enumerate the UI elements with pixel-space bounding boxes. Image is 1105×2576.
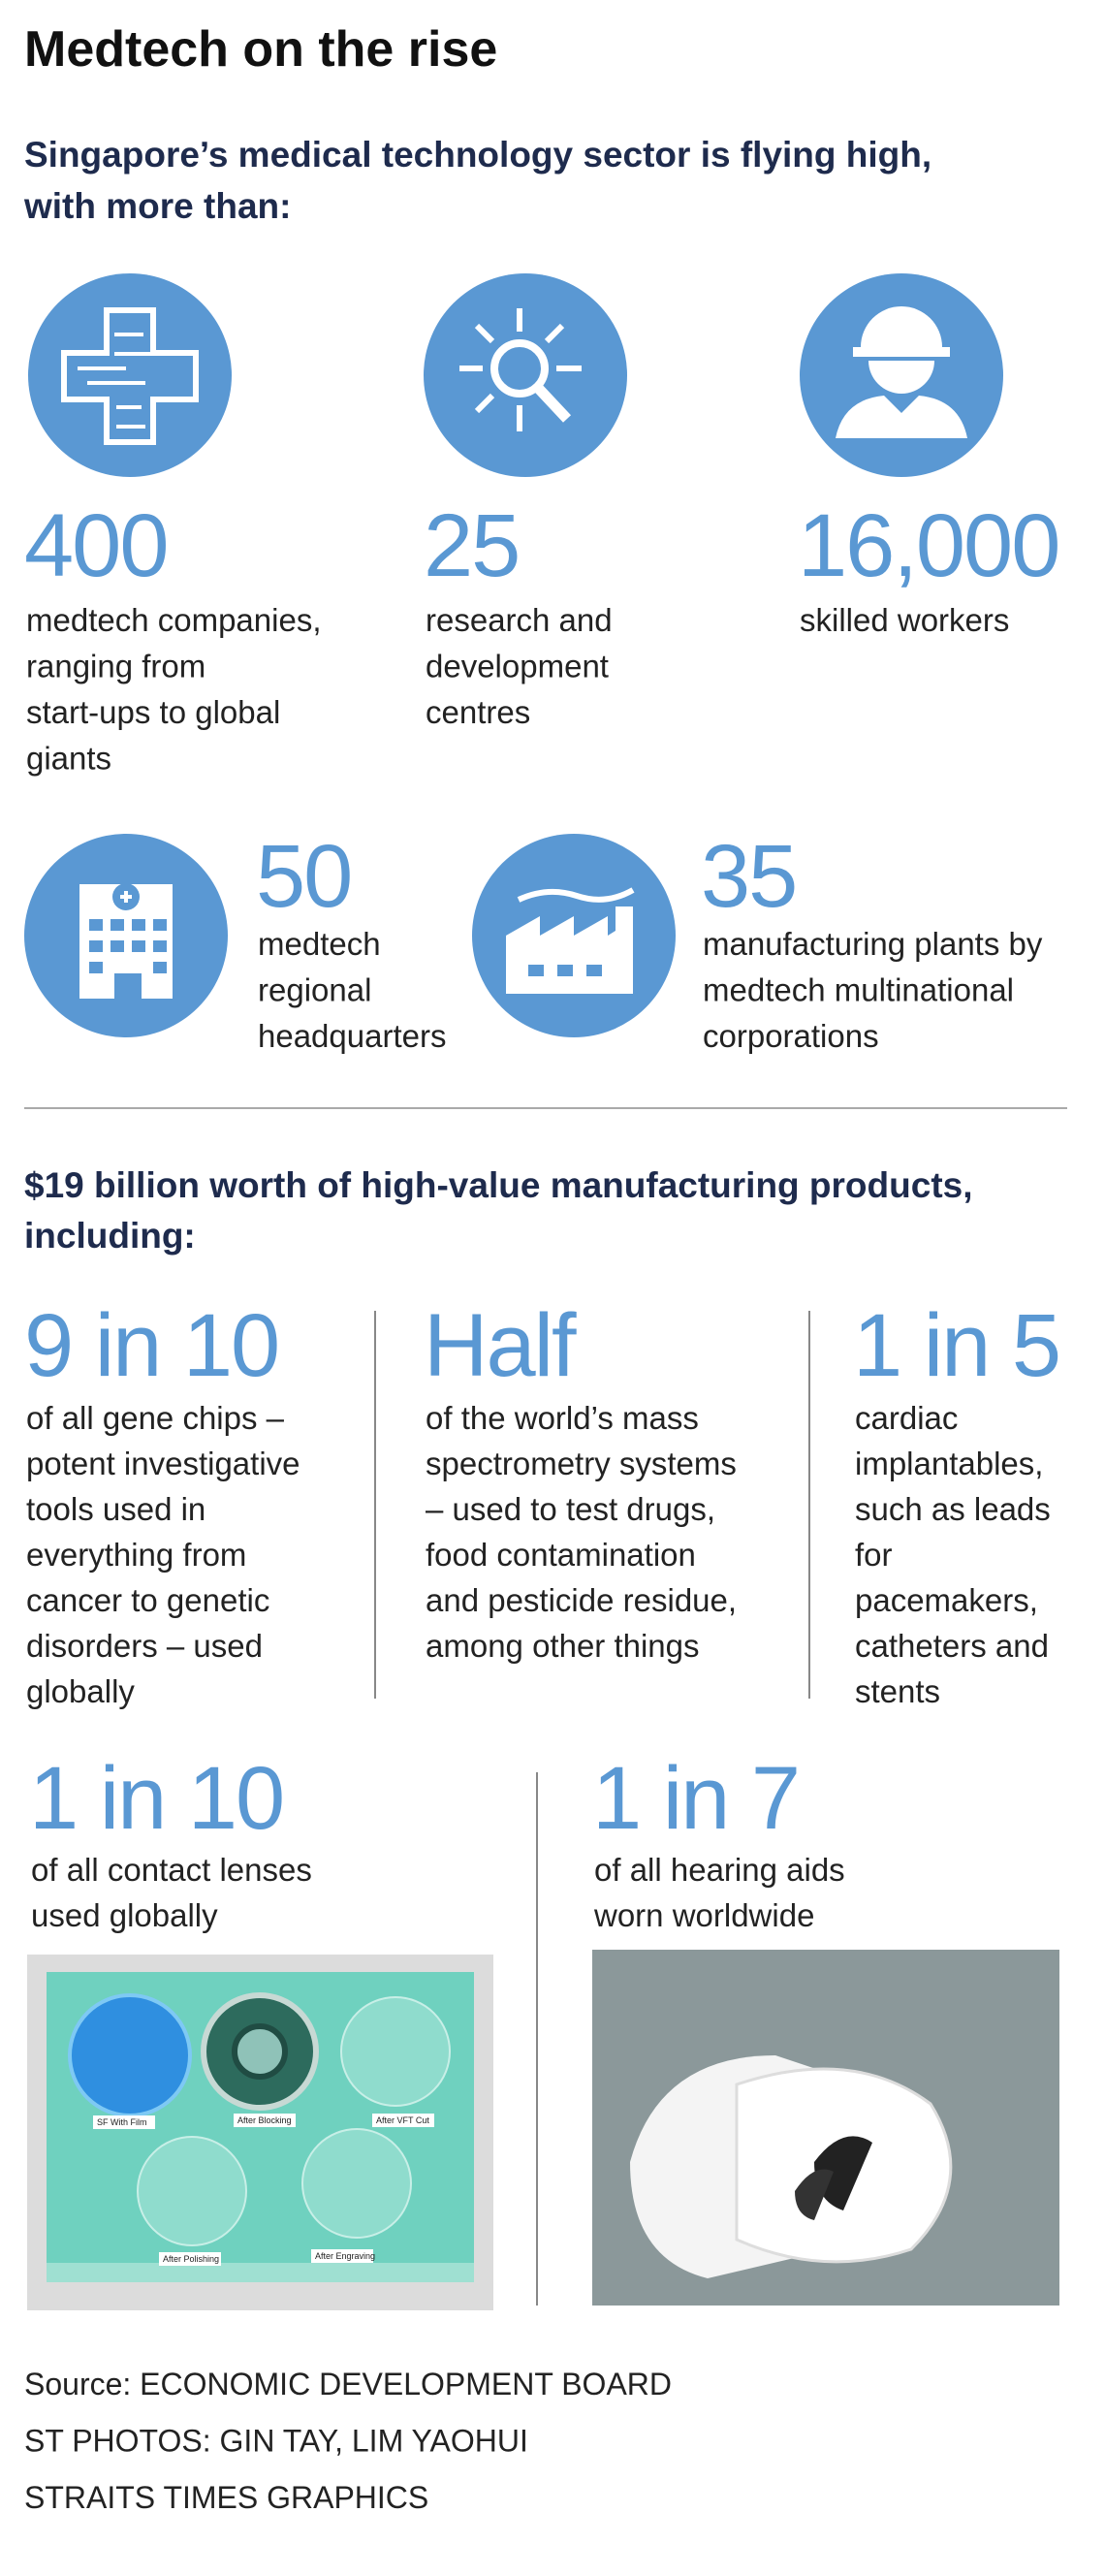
stat-description: centres [426,694,530,730]
product-figure: 1 in 10 [29,1749,283,1848]
product-description: catheters and [855,1628,1049,1664]
stat-description: medtech multinational [703,972,1014,1008]
product-description: implantables, [855,1446,1043,1481]
lens-label: After Blocking [237,2115,292,2125]
stat-number: 25 [424,496,519,595]
stat-number: 16,000 [798,496,1058,595]
credit-line: ST PHOTOS: GIN TAY, LIM YAOHUI [24,2424,528,2459]
product-figure: 1 in 7 [592,1749,799,1848]
section-heading: including: [24,1216,196,1256]
product-description: and pesticide residue, [426,1582,737,1618]
icon-research [424,273,627,477]
product-description: of the world’s mass [426,1400,699,1436]
lens-label: After VFT Cut [376,2115,429,2125]
stat-description: headquarters [258,1018,446,1054]
lens-label-tag [159,2252,221,2266]
product-description: everything from [26,1537,246,1573]
subtitle: Singapore’s medical technology sector is… [24,135,931,175]
photo-hearing-aids [592,1950,1059,2306]
product-description: worn worldwide [593,1897,814,1933]
product-description: of all gene chips – [26,1400,285,1436]
stat-description: development [426,649,609,684]
product-description: stents [855,1673,940,1709]
lens-label-tag [93,2115,155,2129]
stat-number: 400 [24,496,168,595]
section-heading: $19 billion worth of high-value manufact… [24,1165,973,1205]
icon-worker [800,273,1003,477]
stat-description: manufacturing plants by [703,926,1043,962]
product-description: used globally [31,1897,218,1933]
icon-medical-cross [28,273,232,477]
stat-number: 50 [256,827,351,926]
product-description: disorders – used [26,1628,263,1664]
stat-number: 35 [701,827,796,926]
stat-description: start-ups to global [26,694,280,730]
lens-label-tag [311,2249,373,2263]
product-description: of all hearing aids [594,1852,845,1888]
product-description: cardiac [855,1400,958,1436]
product-description: food contamination [426,1537,696,1573]
title: Medtech on the rise [24,21,497,78]
lens-label: After Engraving [315,2251,375,2261]
credit-line: Source: ECONOMIC DEVELOPMENT BOARD [24,2367,672,2401]
product-description: potent investigative [26,1446,300,1481]
product-description: cancer to genetic [26,1582,269,1618]
stat-description: research and [426,602,613,638]
stat-description: corporations [703,1018,879,1054]
product-description: – used to test drugs, [426,1491,715,1527]
product-figure: Half [424,1296,577,1395]
product-description: such as leads [855,1491,1051,1527]
lens-label-tag [234,2114,296,2127]
product-description: spectrometry systems [426,1446,737,1481]
credit-line: STRAITS TIMES GRAPHICS [24,2480,428,2515]
stat-description: giants [26,741,111,777]
product-description: tools used in [26,1491,205,1527]
product-description: among other things [426,1628,700,1664]
stat-description: regional [258,972,371,1008]
product-description: of all contact lenses [31,1852,312,1888]
stat-description: medtech [258,926,381,962]
photo-contact-lenses [27,1955,493,2310]
lens-label: After Polishing [163,2254,219,2264]
lens-label-tag [372,2114,434,2127]
stat-description: medtech companies, [26,602,322,638]
product-figure: 9 in 10 [24,1296,278,1395]
product-figure: 1 in 5 [853,1296,1059,1395]
product-description: globally [26,1673,135,1709]
stat-description: skilled workers [800,602,1009,638]
icon-hospital [24,834,228,1037]
stat-description: ranging from [26,649,205,684]
product-description: for [855,1537,893,1573]
product-description: pacemakers, [855,1582,1038,1618]
icon-factory [472,834,676,1037]
lens-label: SF With Film [97,2117,147,2127]
subtitle: with more than: [23,186,291,226]
